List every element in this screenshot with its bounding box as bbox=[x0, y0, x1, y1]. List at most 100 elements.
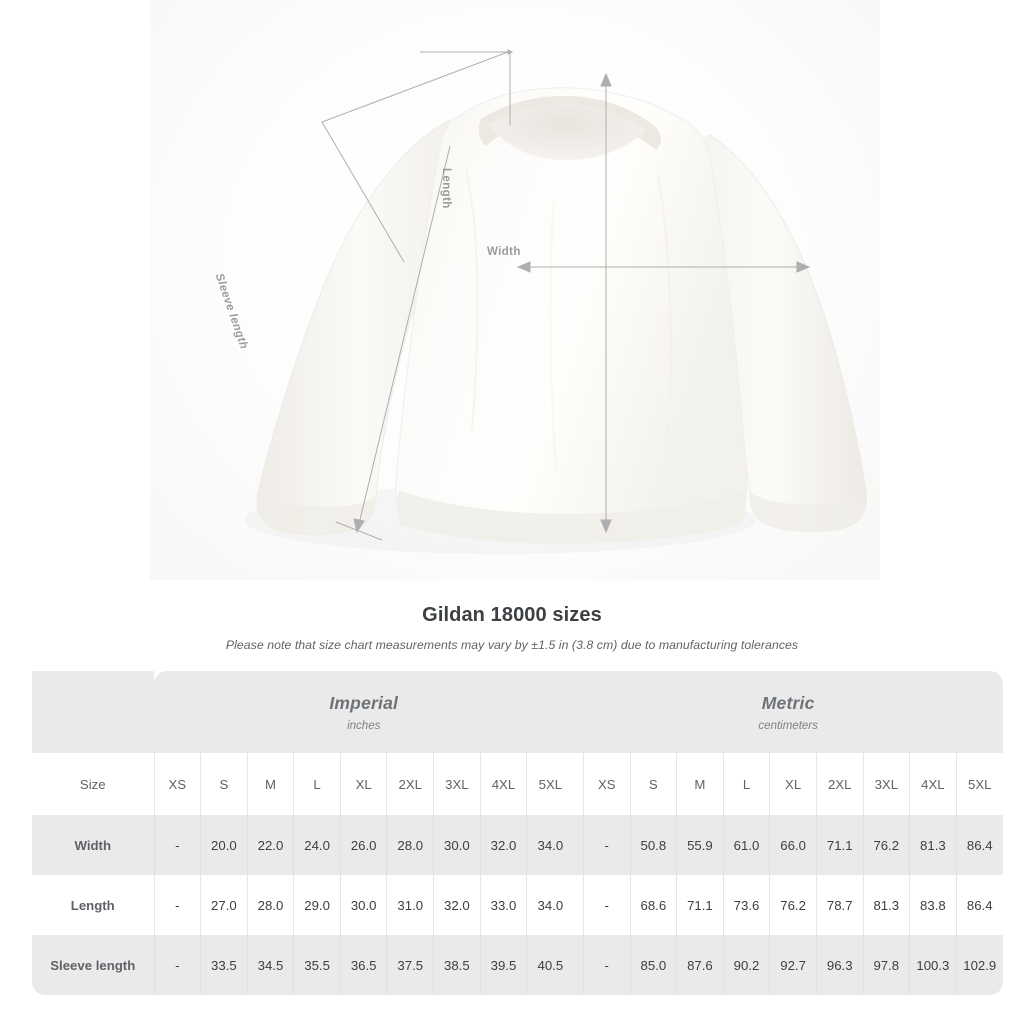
cell-width-imperial-s: 20.0 bbox=[200, 815, 248, 875]
cell-width-metric-2xl: 71.1 bbox=[815, 815, 863, 875]
cell-length-metric-l: 73.6 bbox=[722, 875, 770, 935]
table-row: Length - 27.0 28.0 29.0 30.0 31.0 32.0 3… bbox=[32, 875, 1003, 935]
size-header-imperial-xl: XL bbox=[339, 753, 387, 815]
cell-sleeve-imperial-xs: - bbox=[153, 935, 201, 995]
cell-sleeve-imperial-l: 35.5 bbox=[293, 935, 341, 995]
section-divider bbox=[573, 815, 584, 875]
cell-length-imperial-2xl: 31.0 bbox=[386, 875, 434, 935]
cell-sleeve-imperial-xl: 36.5 bbox=[339, 935, 387, 995]
width-measurement-label: Width bbox=[487, 246, 521, 258]
table-row: Sleeve length - 33.5 34.5 35.5 36.5 37.5… bbox=[32, 935, 1003, 995]
cell-width-metric-3xl: 76.2 bbox=[862, 815, 910, 875]
cell-sleeve-metric-3xl: 97.8 bbox=[862, 935, 910, 995]
cell-length-metric-s: 68.6 bbox=[629, 875, 677, 935]
size-header-imperial-xs: XS bbox=[153, 753, 201, 815]
cell-length-metric-5xl: 86.4 bbox=[955, 875, 1003, 935]
cell-width-imperial-l: 24.0 bbox=[293, 815, 341, 875]
cell-sleeve-imperial-3xl: 38.5 bbox=[433, 935, 481, 995]
section-divider bbox=[573, 753, 584, 815]
size-header-imperial-5xl: 5XL bbox=[526, 753, 574, 815]
cell-width-metric-l: 61.0 bbox=[722, 815, 770, 875]
size-header-metric-s: S bbox=[629, 753, 677, 815]
size-header-metric-xs: XS bbox=[582, 753, 631, 815]
size-header-metric-2xl: 2XL bbox=[815, 753, 863, 815]
size-header-row: Size XS S M L XL 2XL 3XL 4XL 5XL XS S M … bbox=[32, 753, 1003, 815]
cell-length-imperial-m: 28.0 bbox=[246, 875, 294, 935]
row-label-sleeve-length: Sleeve length bbox=[32, 935, 154, 995]
size-header-imperial-4xl: 4XL bbox=[479, 753, 527, 815]
cell-width-metric-5xl: 86.4 bbox=[955, 815, 1003, 875]
section-divider bbox=[573, 935, 584, 995]
unit-group-imperial: Imperial inches bbox=[154, 671, 574, 753]
cell-sleeve-metric-xl: 92.7 bbox=[769, 935, 817, 995]
page-title: Gildan 18000 sizes bbox=[422, 604, 602, 626]
row-label-width: Width bbox=[32, 815, 154, 875]
size-header-imperial-l: L bbox=[293, 753, 341, 815]
size-header-metric-xl: XL bbox=[769, 753, 817, 815]
section-divider bbox=[573, 875, 584, 935]
cell-length-metric-3xl: 81.3 bbox=[862, 875, 910, 935]
size-header-metric-3xl: 3XL bbox=[862, 753, 910, 815]
size-header-label: Size bbox=[32, 753, 154, 815]
cell-width-metric-xs: - bbox=[582, 815, 631, 875]
cell-width-imperial-3xl: 30.0 bbox=[433, 815, 481, 875]
tolerance-note: Please note that size chart measurements… bbox=[225, 638, 799, 652]
cell-width-metric-4xl: 81.3 bbox=[909, 815, 957, 875]
cell-sleeve-imperial-2xl: 37.5 bbox=[386, 935, 434, 995]
size-table-container: Imperial inches Metric centimeters Size … bbox=[32, 671, 1003, 995]
size-header-metric-4xl: 4XL bbox=[909, 753, 957, 815]
cell-sleeve-metric-2xl: 96.3 bbox=[815, 935, 863, 995]
unit-imperial-name: Imperial bbox=[329, 692, 399, 713]
size-header-imperial-s: S bbox=[200, 753, 248, 815]
cell-width-imperial-5xl: 34.0 bbox=[526, 815, 574, 875]
cell-width-metric-xl: 66.0 bbox=[769, 815, 817, 875]
row-label-length: Length bbox=[32, 875, 154, 935]
cell-length-imperial-5xl: 34.0 bbox=[526, 875, 574, 935]
cell-length-imperial-3xl: 32.0 bbox=[433, 875, 481, 935]
size-header-metric-l: L bbox=[722, 753, 770, 815]
table-row: Width - 20.0 22.0 24.0 26.0 28.0 30.0 32… bbox=[32, 815, 1003, 875]
cell-width-imperial-xs: - bbox=[153, 815, 201, 875]
cell-length-imperial-xs: - bbox=[153, 875, 201, 935]
size-header-imperial-m: M bbox=[246, 753, 294, 815]
title-block: Gildan 18000 sizes Please note that size… bbox=[0, 604, 1024, 652]
cell-length-metric-2xl: 78.7 bbox=[815, 875, 863, 935]
cell-length-imperial-s: 27.0 bbox=[200, 875, 248, 935]
cell-sleeve-metric-5xl: 102.9 bbox=[955, 935, 1003, 995]
cell-sleeve-metric-4xl: 100.3 bbox=[909, 935, 957, 995]
cell-sleeve-imperial-5xl: 40.5 bbox=[526, 935, 574, 995]
cell-width-imperial-m: 22.0 bbox=[246, 815, 294, 875]
cell-length-imperial-xl: 30.0 bbox=[339, 875, 387, 935]
cell-width-imperial-xl: 26.0 bbox=[339, 815, 387, 875]
size-table: Imperial inches Metric centimeters Size … bbox=[32, 671, 1003, 995]
unit-banner-row: Imperial inches Metric centimeters bbox=[32, 671, 1003, 753]
size-header-metric-5xl: 5XL bbox=[955, 753, 1003, 815]
cell-sleeve-metric-s: 85.0 bbox=[629, 935, 677, 995]
cell-sleeve-metric-m: 87.6 bbox=[676, 935, 724, 995]
unit-metric-name: Metric bbox=[761, 692, 815, 713]
cell-width-metric-s: 50.8 bbox=[629, 815, 677, 875]
cell-length-imperial-4xl: 33.0 bbox=[479, 875, 527, 935]
cell-length-metric-m: 71.1 bbox=[676, 875, 724, 935]
cell-sleeve-metric-l: 90.2 bbox=[722, 935, 770, 995]
unit-group-metric: Metric centimeters bbox=[573, 671, 1003, 753]
cell-width-imperial-4xl: 32.0 bbox=[479, 815, 527, 875]
cell-width-metric-m: 55.9 bbox=[676, 815, 724, 875]
size-header-imperial-3xl: 3XL bbox=[433, 753, 481, 815]
cell-length-metric-4xl: 83.8 bbox=[909, 875, 957, 935]
cell-length-metric-xl: 76.2 bbox=[769, 875, 817, 935]
size-header-imperial-2xl: 2XL bbox=[386, 753, 434, 815]
garment-photo-area: Length Width Sleeve length bbox=[150, 0, 880, 580]
cell-length-imperial-l: 29.0 bbox=[293, 875, 341, 935]
cell-sleeve-imperial-4xl: 39.5 bbox=[479, 935, 527, 995]
unit-banner-spacer bbox=[32, 671, 154, 753]
sweatshirt-illustration bbox=[245, 49, 868, 554]
cell-sleeve-metric-xs: - bbox=[582, 935, 631, 995]
cell-width-imperial-2xl: 28.0 bbox=[386, 815, 434, 875]
length-measurement-label: Length bbox=[440, 168, 452, 209]
unit-metric-sub: centimeters bbox=[758, 719, 818, 732]
unit-imperial-sub: inches bbox=[347, 719, 381, 732]
cell-sleeve-imperial-s: 33.5 bbox=[200, 935, 248, 995]
size-header-metric-m: M bbox=[676, 753, 724, 815]
